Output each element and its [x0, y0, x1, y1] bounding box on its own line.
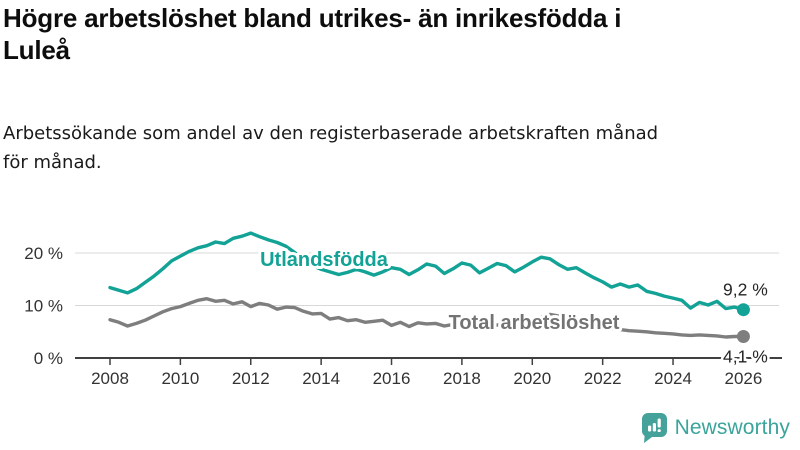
- end-dot-utlandsfodda: [736, 303, 750, 317]
- x-axis-tick-label: 2018: [443, 369, 481, 388]
- y-axis-tick-label: 0 %: [34, 349, 63, 368]
- series-line-total: [108, 296, 746, 339]
- newsworthy-logo: Newsworthy: [641, 412, 790, 443]
- bar-chart-speech-bubble-icon: [641, 413, 667, 443]
- x-axis-tick-label: 2012: [232, 369, 270, 388]
- end-value-label-total: 4,1 %: [723, 346, 768, 366]
- x-axis-tick-label: 2010: [161, 369, 199, 388]
- x-axis-tick-label: 2022: [584, 369, 622, 388]
- x-axis-tick-label: 2014: [302, 369, 340, 388]
- series-label-utlandsfodda: Utlandsfödda: [260, 249, 389, 271]
- series-label-total: Total arbetslöshet: [449, 312, 620, 334]
- chart-title: Högre arbetslöshet bland utrikes- än inr…: [3, 3, 622, 66]
- end-dot-total: [736, 329, 750, 343]
- x-axis-tick-label: 2016: [373, 369, 411, 388]
- end-value-label-utlandsfodda: 9,2 %: [723, 280, 768, 300]
- x-axis-tick-label: 2026: [725, 369, 763, 388]
- series-line-utlandsfodda: [108, 231, 746, 312]
- x-axis-tick-label: 2008: [91, 369, 129, 388]
- x-axis-tick-label: 2024: [654, 369, 692, 388]
- chart-subtitle: Arbetssökande som andel av den registerb…: [3, 123, 659, 173]
- y-axis-tick-label: 20 %: [24, 244, 63, 263]
- x-axis-tick-label: 2020: [513, 369, 551, 388]
- y-axis-tick-label: 10 %: [24, 297, 63, 316]
- unemployment-line-chart: 0 % 10 % 20 % 2008 2010 2012 2014 2016 2018 2020 2…: [24, 231, 782, 388]
- newsworthy-wordmark: Newsworthy: [674, 415, 790, 439]
